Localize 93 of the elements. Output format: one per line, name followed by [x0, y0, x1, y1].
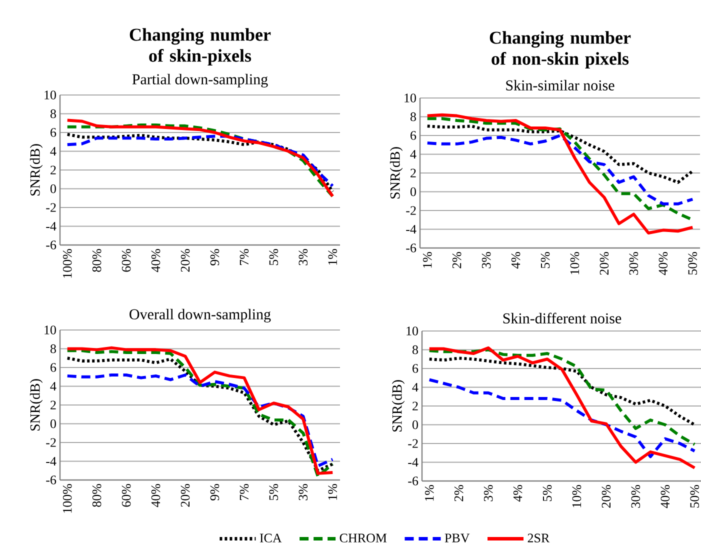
- x-tick-label: 100%: [62, 248, 72, 278]
- y-tick-label: -4: [408, 458, 418, 467]
- y-tick-label: 0: [50, 419, 56, 428]
- x-tick-label: 10%: [570, 252, 580, 274]
- legend-label: CHROM: [340, 534, 387, 542]
- x-tick-label: 5%: [269, 248, 278, 266]
- chart-subtitle: Skin-similar noise: [506, 80, 614, 90]
- y-tick-label: 6: [50, 128, 56, 137]
- x-tick-label: 1%: [328, 484, 338, 500]
- chart-subtitle: Partial down-sampling: [132, 74, 268, 88]
- y-tick-label: 8: [50, 344, 56, 354]
- x-tick-label: 9%: [210, 484, 220, 500]
- x-tick-label: 4%: [511, 252, 520, 269]
- y-tick-label: -4: [46, 222, 56, 231]
- legend-label: PBV: [444, 534, 470, 542]
- y-axis-title: SNR(dB): [30, 144, 43, 196]
- x-tick-label: 60%: [122, 484, 131, 507]
- y-tick-label: 6: [50, 363, 56, 372]
- line-series: [428, 356, 696, 426]
- x-tick-label: 20%: [600, 252, 609, 275]
- line-series: [426, 134, 694, 206]
- x-tick-label: 1%: [328, 248, 338, 265]
- x-tick-label: 1%: [422, 252, 432, 268]
- y-tick-label: -2: [408, 439, 418, 448]
- legend-label: ICA: [260, 534, 282, 542]
- x-tick-label: 50%: [688, 252, 698, 275]
- y-tick-label: 0: [412, 420, 418, 430]
- chart-title: Changing number of non-skin pixels: [490, 31, 631, 68]
- x-tick-label: 7%: [240, 484, 249, 500]
- x-tick-label: 5%: [269, 484, 278, 500]
- y-tick-label: 0: [410, 187, 416, 196]
- x-tick-label: 30%: [629, 252, 638, 275]
- y-tick-label: 8: [412, 345, 418, 354]
- y-tick-label: 2: [412, 402, 418, 410]
- chart-title: Changing number of skin-pixels: [130, 28, 271, 66]
- x-tick-label: 4%: [513, 484, 522, 502]
- x-tick-label: 80%: [92, 248, 102, 272]
- y-tick-label: -6: [406, 244, 416, 252]
- x-tick-label: 7%: [240, 248, 249, 265]
- y-tick-label: 6: [410, 131, 416, 140]
- legend-label: 2SR: [528, 534, 550, 542]
- x-tick-label: 100%: [62, 484, 72, 513]
- y-tick-label: 10: [44, 326, 56, 334]
- x-tick-label: 80%: [92, 484, 102, 507]
- x-tick-label: 2%: [454, 484, 464, 502]
- y-tick-label: 10: [44, 90, 56, 100]
- y-tick-label: 4: [50, 146, 56, 156]
- x-tick-label: 3%: [482, 252, 491, 268]
- x-tick-label: 5%: [542, 484, 552, 502]
- y-tick-label: 2: [50, 400, 56, 410]
- y-axis-title: SNR(dB): [392, 380, 405, 432]
- y-tick-label: -6: [46, 240, 56, 250]
- x-tick-label: 60%: [122, 248, 131, 272]
- x-tick-label: 30%: [631, 484, 640, 508]
- x-tick-label: 20%: [180, 484, 190, 507]
- x-tick-label: 40%: [660, 484, 670, 508]
- x-tick-label: 2%: [452, 252, 462, 268]
- y-axis-title: SNR(dB): [390, 147, 403, 199]
- y-tick-label: 0: [50, 184, 56, 194]
- chart-title: Skin-different noise: [503, 312, 622, 324]
- y-axis-title: SNR(dB): [30, 379, 43, 431]
- y-tick-label: 4: [412, 382, 418, 392]
- x-tick-label: 20%: [180, 248, 190, 272]
- y-tick-label: -6: [46, 476, 56, 484]
- y-tick-label: 2: [50, 166, 56, 174]
- y-tick-label: 8: [410, 112, 416, 122]
- y-tick-label: 2: [410, 168, 416, 178]
- y-tick-label: 4: [50, 382, 56, 391]
- y-tick-label: 6: [412, 364, 418, 373]
- x-tick-label: 40%: [658, 252, 668, 276]
- y-tick-label: -2: [46, 203, 56, 212]
- x-tick-label: 3%: [298, 484, 308, 500]
- x-tick-label: 40%: [151, 248, 160, 272]
- x-tick-label: 9%: [210, 248, 220, 266]
- x-tick-label: 40%: [151, 484, 160, 508]
- x-tick-label: 5%: [540, 252, 550, 268]
- x-tick-label: 1%: [424, 484, 434, 501]
- y-tick-label: 4: [410, 150, 416, 159]
- y-tick-label: -4: [46, 456, 56, 466]
- x-tick-label: 3%: [484, 484, 493, 502]
- x-tick-label: 3%: [298, 248, 308, 266]
- y-tick-label: -4: [406, 224, 416, 234]
- line-series: [66, 374, 334, 468]
- y-tick-label: -2: [46, 438, 56, 447]
- y-tick-label: 8: [50, 109, 56, 118]
- y-tick-label: 10: [406, 326, 418, 336]
- x-tick-label: 10%: [572, 484, 582, 508]
- y-tick-label: 10: [404, 94, 416, 102]
- chart-title: Overall down-sampling: [130, 308, 271, 322]
- y-tick-label: -6: [408, 476, 418, 486]
- y-tick-label: -2: [406, 206, 416, 215]
- x-tick-label: 20%: [602, 484, 611, 508]
- x-tick-label: 50%: [690, 484, 700, 508]
